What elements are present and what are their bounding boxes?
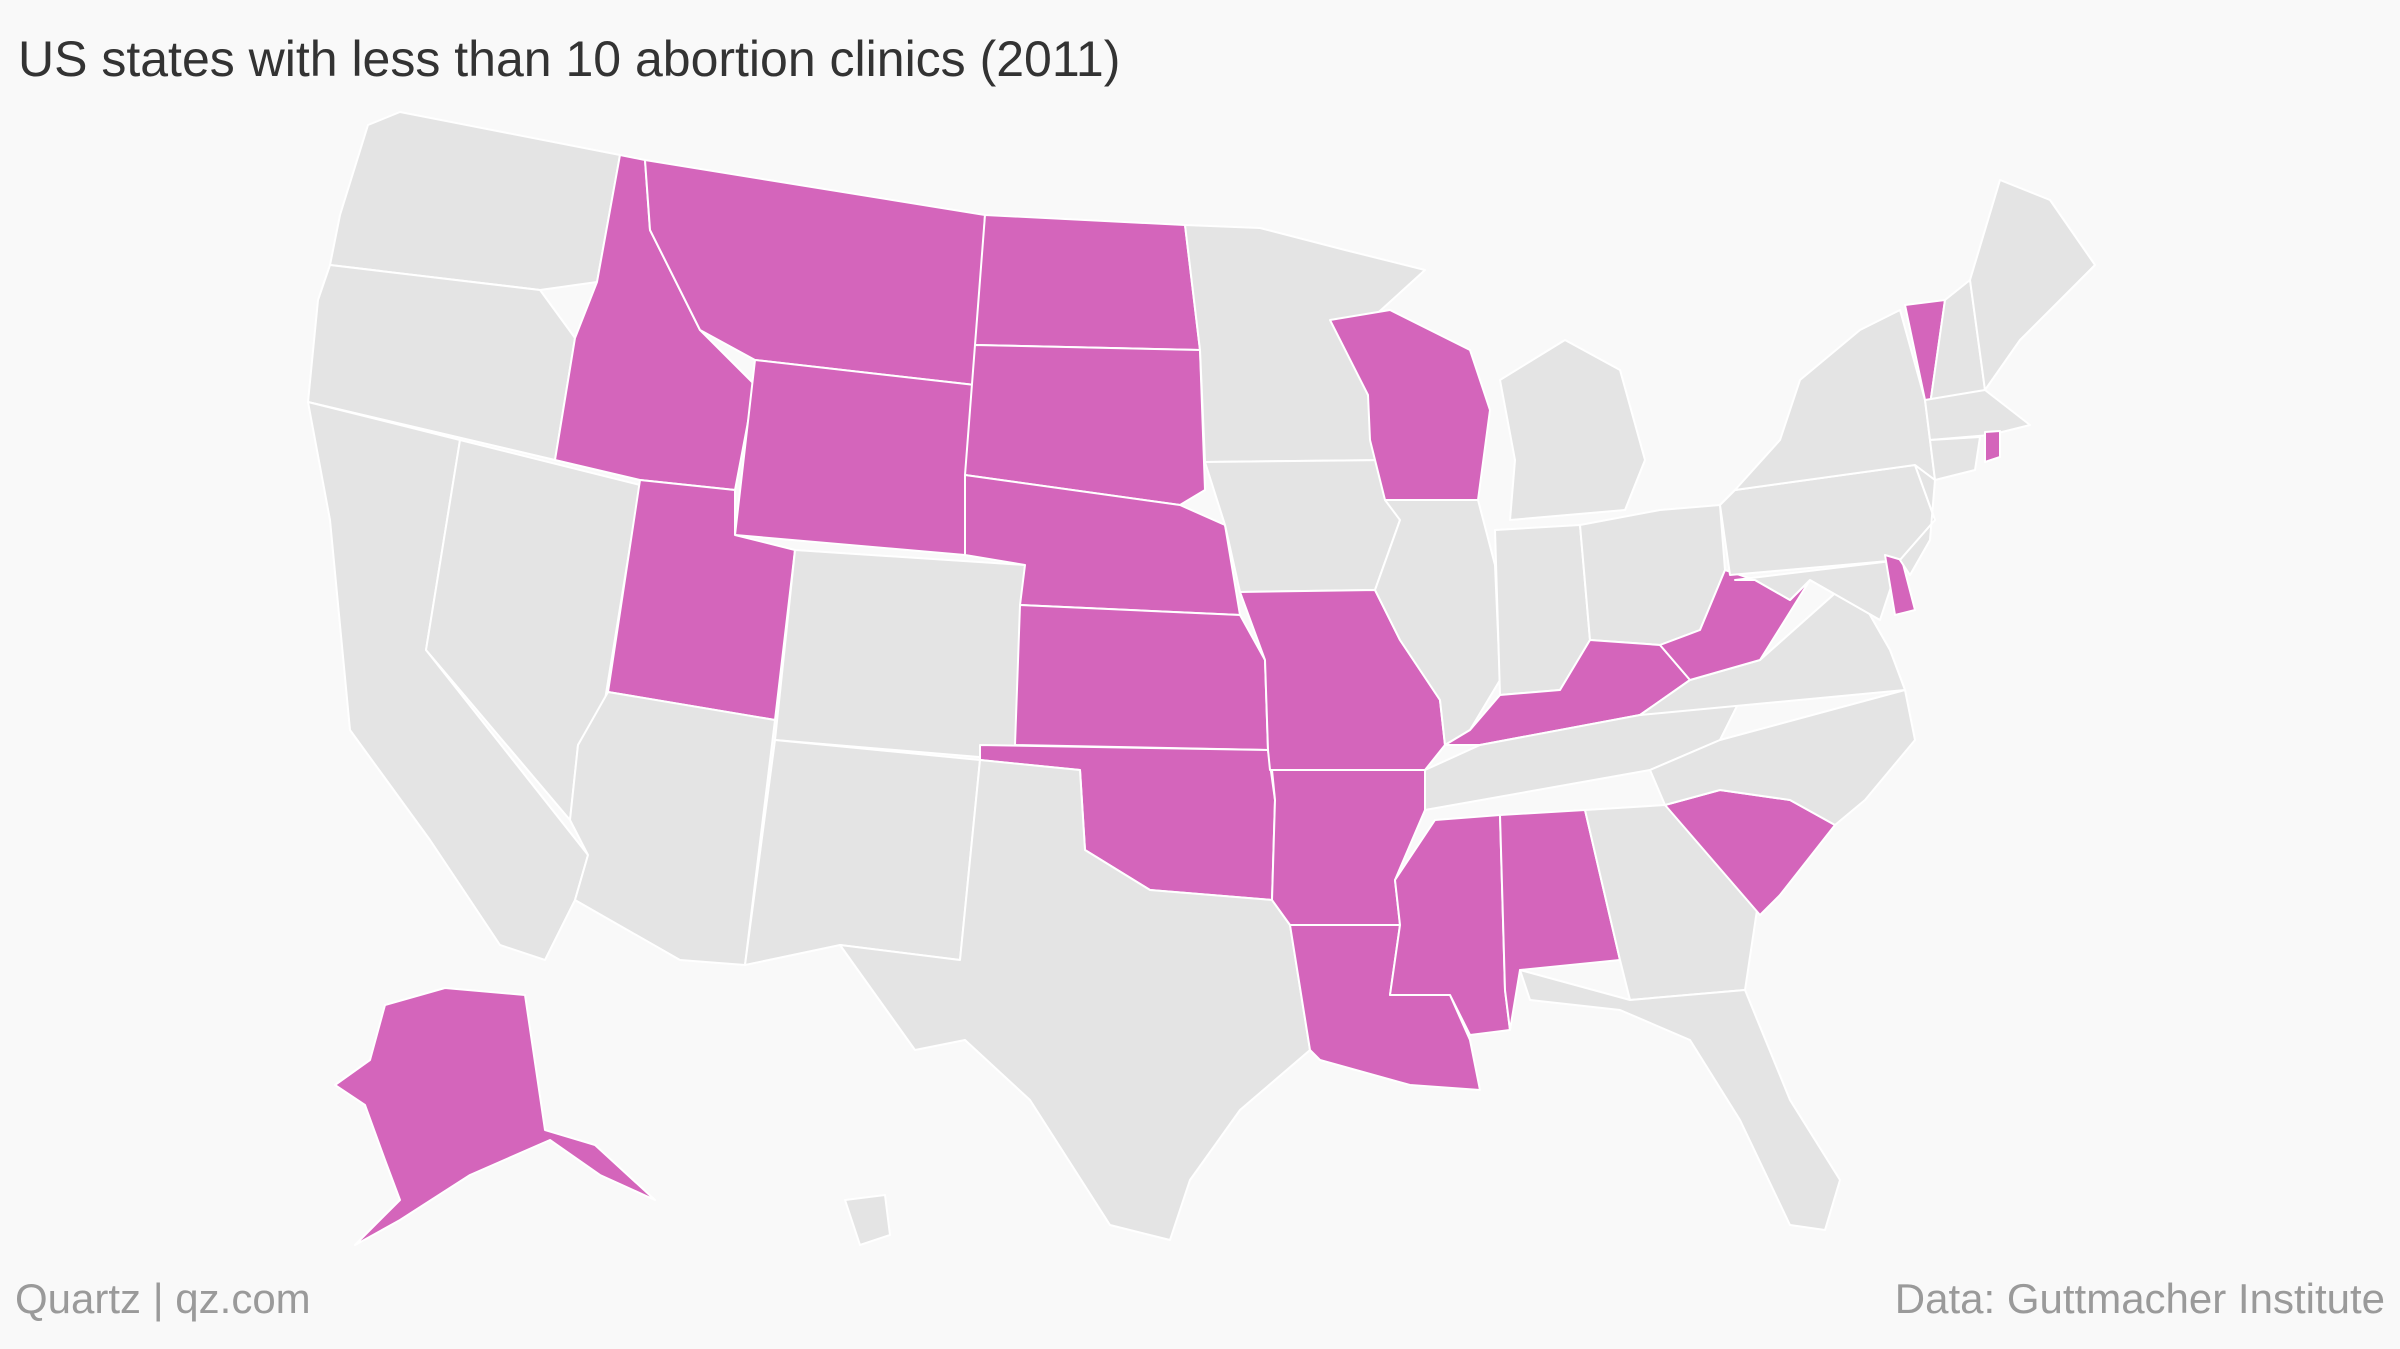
state-florida [1519,969,1841,1231]
state-new-mexico [744,739,981,966]
state-delaware [1884,554,1916,616]
state-massachusetts [1924,389,2031,441]
state-north-carolina [1649,689,1916,826]
state-south-dakota [964,344,1206,506]
state-maine [1969,179,2096,391]
data-source: Data: Guttmacher Institute [1894,1275,2385,1322]
state-tennessee [1424,699,1741,811]
state-new-york [1734,309,1936,491]
state-texas [839,759,1311,1241]
state-arizona [569,691,776,966]
chart-title: US states with less than 10 abortion cli… [18,31,1121,87]
state-iowa [1204,459,1401,593]
state-north-dakota [974,214,1201,351]
state-rhode-island [1984,430,2001,463]
state-connecticut [1929,436,1981,481]
state-kansas [1014,604,1269,751]
state-washington [329,111,621,291]
state-wyoming [734,359,976,556]
source-credit: Quartz | qz.com [15,1275,311,1322]
state-colorado [774,549,1026,761]
state-michigan [1499,339,1646,521]
state-alaska [334,987,656,1246]
state-hawaii [844,1194,891,1246]
